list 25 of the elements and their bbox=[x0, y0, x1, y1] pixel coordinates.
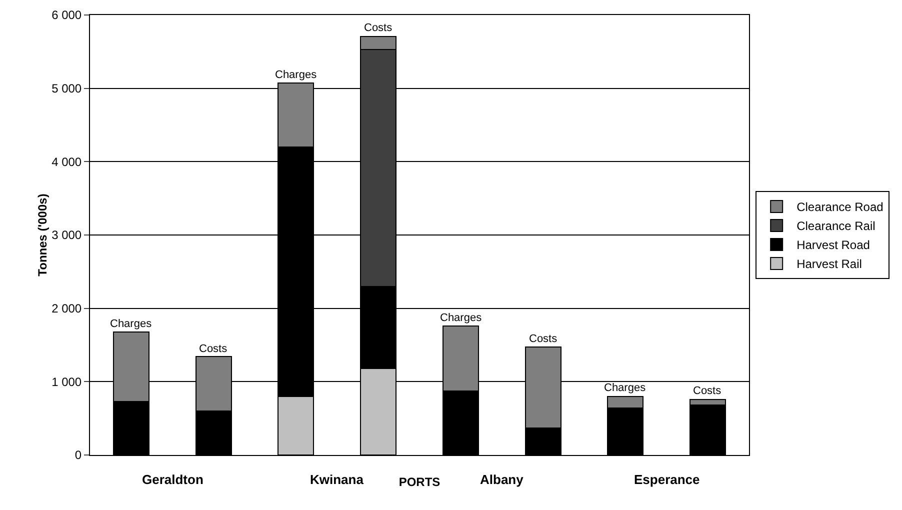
text: Geraldton bbox=[142, 472, 204, 487]
x-tick-label: Costs bbox=[364, 22, 393, 34]
y-tick-label: 5 000 bbox=[52, 82, 82, 96]
legend-label: Clearance Road bbox=[796, 200, 884, 214]
legend-label: Harvest Road bbox=[796, 238, 870, 252]
y-tick-label: 4 000 bbox=[52, 154, 82, 169]
y-axis-title: Tonnes ('000s) bbox=[36, 194, 50, 276]
x-tick-label: Charges bbox=[604, 382, 646, 394]
y-tick-label: 0 bbox=[74, 448, 82, 462]
x-tick-label: Costs bbox=[199, 343, 228, 355]
x-tick-label: Charges bbox=[275, 69, 318, 81]
x-tick-label: Costs bbox=[529, 333, 558, 345]
y-tick-label: 6 000 bbox=[52, 8, 82, 22]
text: Kwinana bbox=[310, 472, 364, 487]
x-axis-title: PORTS bbox=[398, 474, 440, 489]
text: Albany bbox=[480, 472, 524, 487]
y-tick-label: 2 000 bbox=[52, 302, 82, 316]
y-tick-label: 3 000 bbox=[52, 228, 82, 242]
x-tick-label: Charges bbox=[110, 318, 152, 330]
text: Esperance bbox=[634, 472, 700, 487]
legend-label: Harvest Rail bbox=[796, 257, 862, 272]
x-tick-label: Charges bbox=[440, 312, 482, 324]
legend-label: Clearance Rail bbox=[796, 219, 876, 234]
y-tick-label: 1 000 bbox=[52, 374, 82, 389]
x-tick-label: Costs bbox=[693, 385, 722, 397]
